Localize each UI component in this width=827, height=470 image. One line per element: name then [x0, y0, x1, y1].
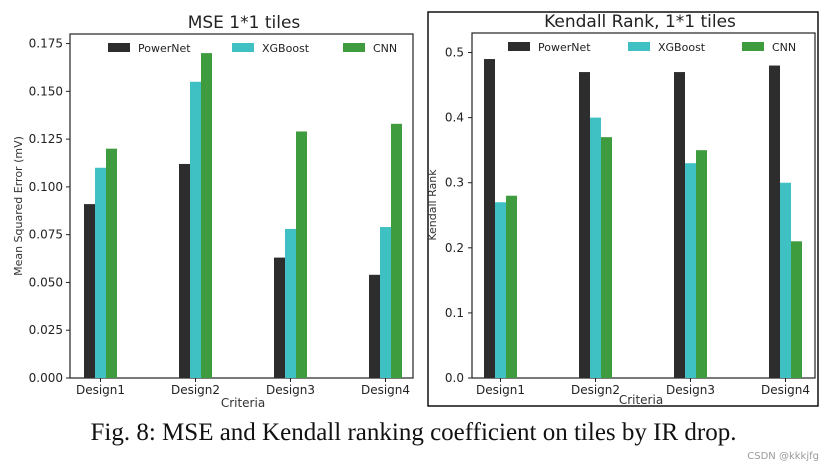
kendall-legend-label-cnn: CNN — [772, 41, 796, 54]
kendall-bar-powernet-design1 — [484, 59, 495, 379]
kendall-bar-cnn-design3 — [696, 150, 707, 378]
mse-plot-frame — [69, 33, 414, 379]
kendall-ytick-label: 0.3 — [445, 176, 464, 190]
watermark: CSDN @kkkjfg — [747, 451, 819, 462]
mse-bar-cnn-design2 — [201, 53, 212, 378]
kendall-legend-swatch-powernet — [508, 42, 530, 51]
kendall-legend-swatch-cnn — [742, 42, 764, 51]
mse-ytick-label: 0.000 — [29, 371, 63, 385]
mse-legend-label-xgboost: XGBoost — [262, 42, 310, 55]
kendall-bars — [484, 59, 802, 379]
mse-x-label: Criteria — [221, 396, 265, 410]
mse-x-axis: Design1 Design2 Design3 Design4 — [76, 378, 410, 397]
kendall-ytick-label: 0.2 — [445, 241, 464, 255]
kendall-bar-cnn-design2 — [601, 137, 612, 378]
kendall-ytick-label: 0.5 — [445, 46, 464, 60]
mse-bar-xgboost-design4 — [380, 227, 391, 378]
mse-bar-cnn-design3 — [296, 131, 307, 378]
kendall-xtick-label: Design1 — [476, 383, 525, 397]
mse-ytick-label: 0.150 — [29, 84, 63, 98]
kendall-bar-cnn-design1 — [506, 195, 517, 378]
mse-bar-powernet-design2 — [179, 163, 190, 378]
mse-bar-xgboost-design3 — [285, 228, 296, 378]
mse-legend-swatch-powernet — [108, 43, 130, 52]
mse-bar-powernet-design3 — [274, 257, 285, 378]
figure-caption: Fig. 8: MSE and Kendall ranking coeffici… — [90, 419, 737, 446]
kendall-bar-powernet-design4 — [769, 65, 780, 378]
mse-xtick-label: Design3 — [266, 383, 315, 397]
mse-legend-swatch-xgboost — [232, 43, 254, 52]
kendall-legend: PowerNet XGBoost CNN — [508, 41, 796, 54]
mse-ytick-label: 0.075 — [29, 228, 63, 242]
mse-ytick-label: 0.025 — [29, 323, 63, 337]
mse-bar-cnn-design1 — [106, 148, 117, 378]
kendall-ytick-label: 0.0 — [445, 371, 464, 385]
kendall-bar-xgboost-design4 — [780, 182, 791, 378]
mse-xtick-label: Design2 — [171, 383, 220, 397]
mse-y-axis: 0.000 0.025 0.050 0.075 0.100 0.125 0.150 0.175 — [29, 37, 70, 385]
kendall-xtick-label: Design4 — [761, 383, 810, 397]
mse-bar-xgboost-design1 — [95, 167, 106, 378]
kendall-x-label: Criteria — [619, 393, 663, 407]
mse-y-label: Mean Squared Error (mV) — [12, 136, 25, 276]
mse-bar-xgboost-design2 — [190, 81, 201, 379]
mse-chart-title: MSE 1*1 tiles — [188, 13, 301, 33]
mse-legend-label-powernet: PowerNet — [138, 42, 191, 55]
kendall-ytick-label: 0.4 — [445, 111, 464, 125]
mse-legend: PowerNet XGBoost CNN — [108, 42, 397, 55]
mse-bar-powernet-design1 — [84, 204, 95, 378]
kendall-xtick-label: Design2 — [571, 383, 620, 397]
mse-bar-cnn-design4 — [391, 123, 402, 378]
kendall-legend-label-xgboost: XGBoost — [658, 41, 706, 54]
kendall-bar-powernet-design2 — [579, 72, 590, 378]
kendall-bar-cnn-design4 — [791, 241, 802, 378]
kendall-y-axis: 0.0 0.1 0.2 0.3 0.4 0.5 — [445, 46, 472, 385]
mse-legend-swatch-cnn — [343, 43, 365, 52]
mse-bar-powernet-design4 — [369, 274, 380, 378]
kendall-x-axis: Design1 Design2 Design3 Design4 — [476, 378, 810, 397]
kendall-bar-xgboost-design1 — [495, 202, 506, 378]
mse-ytick-label: 0.175 — [29, 37, 63, 51]
kendall-bar-powernet-design3 — [674, 72, 685, 378]
mse-ytick-label: 0.125 — [29, 132, 63, 146]
kendall-chart-title: Kendall Rank, 1*1 tiles — [544, 12, 736, 32]
kendall-y-label: Kendall Rank — [426, 169, 439, 241]
kendall-ytick-label: 0.1 — [445, 306, 464, 320]
mse-ytick-label: 0.050 — [29, 275, 63, 289]
kendall-plot-frame — [471, 32, 816, 379]
kendall-xtick-label: Design3 — [666, 383, 715, 397]
mse-bars — [84, 53, 402, 379]
mse-xtick-label: Design1 — [76, 383, 125, 397]
kendall-bar-xgboost-design2 — [590, 117, 601, 378]
kendall-chart: Kendall Rank, 1*1 tiles 0.00.10.20.30.40… — [426, 12, 816, 407]
mse-ytick-label: 0.100 — [29, 180, 63, 194]
mse-legend-label-cnn: CNN — [373, 42, 397, 55]
kendall-legend-swatch-xgboost — [628, 42, 650, 51]
kendall-legend-label-powernet: PowerNet — [538, 41, 591, 54]
mse-xtick-label: Design4 — [361, 383, 410, 397]
kendall-panel-border — [427, 11, 819, 407]
mse-chart: MSE 1*1 tiles 0.0000.0250.0500.0750.1000… — [12, 13, 414, 410]
kendall-bar-xgboost-design3 — [685, 163, 696, 378]
